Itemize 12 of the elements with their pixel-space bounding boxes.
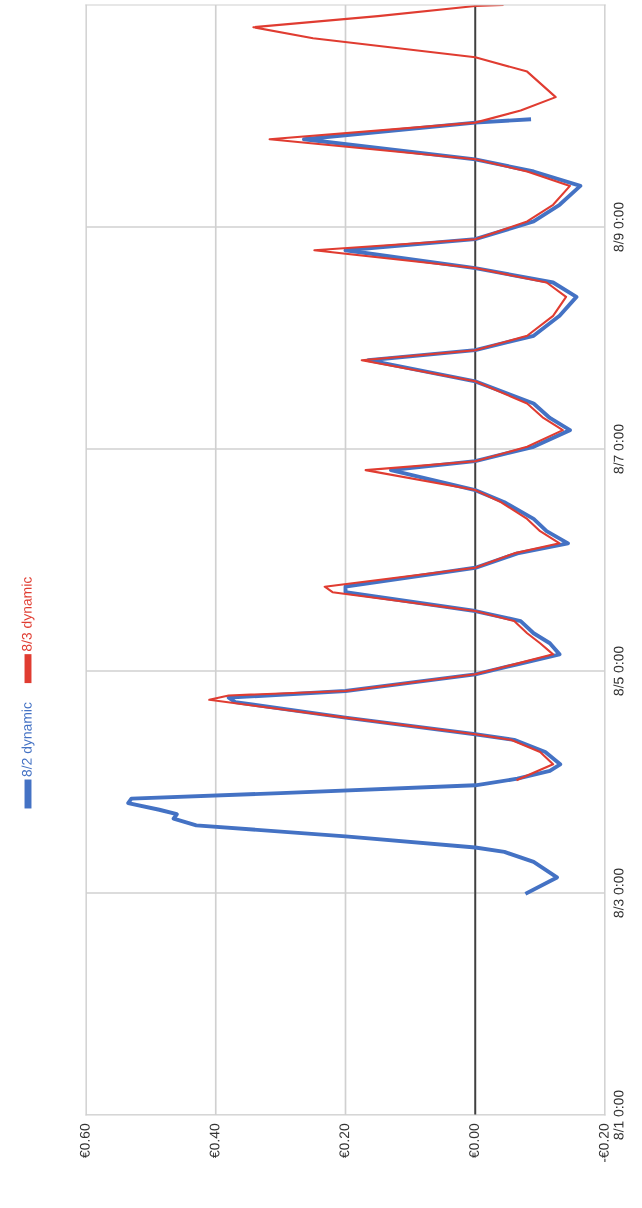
y-tick-label: 8/7 0:00 (613, 424, 624, 474)
x-tick-label: -€0.20 (598, 1123, 609, 1163)
text: 8/2 dynamic (21, 702, 35, 777)
y-tick-label: 8/9 0:00 (613, 202, 624, 252)
y-tick-label: 8/3 0:00 (613, 868, 624, 918)
x-tick-label: €0.00 (469, 1123, 479, 1158)
x-tick-label: €0.60 (79, 1123, 90, 1158)
y-tick-label: 8/5 0:00 (613, 646, 624, 696)
x-tick-label: €0.20 (339, 1123, 350, 1158)
x-tick-label: €0.40 (209, 1123, 220, 1158)
text: 8/3 dynamic (21, 577, 35, 652)
y-tick-label: 8/1 0:00 (613, 1090, 624, 1140)
